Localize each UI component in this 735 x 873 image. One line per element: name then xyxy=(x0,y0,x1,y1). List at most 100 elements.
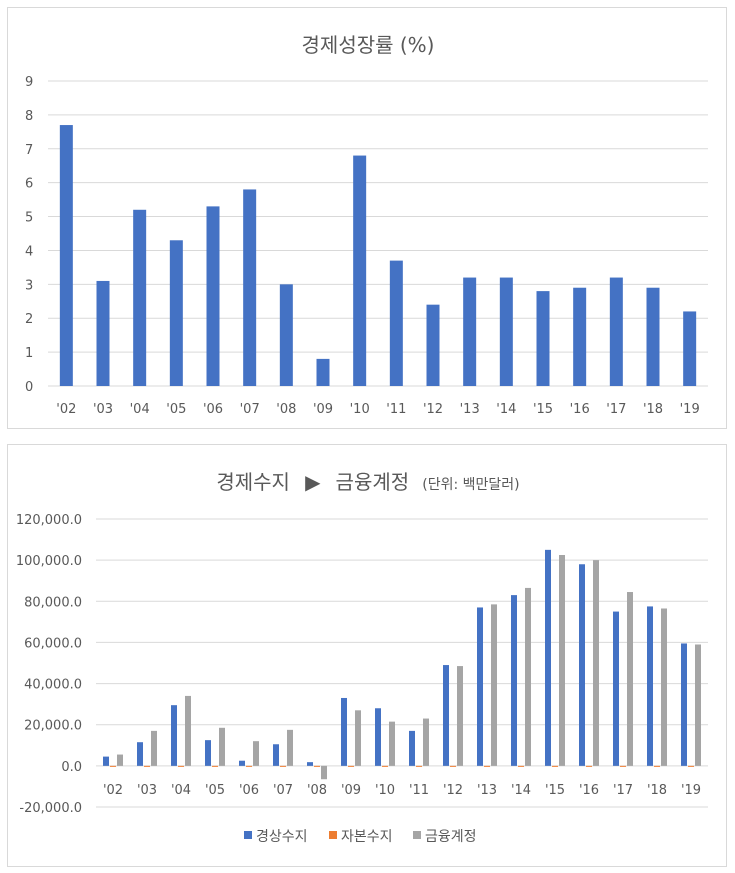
bar xyxy=(457,666,463,766)
bar xyxy=(103,756,109,766)
bar xyxy=(426,304,440,386)
bar xyxy=(137,742,143,766)
legend-swatch xyxy=(329,831,337,839)
growth-rate-chart: 0 1 2 3 4 5 6 7 8 9 '02 '03 '04 '05 '06 '07 '08 '09 '10 '1… xyxy=(25,33,708,417)
bar xyxy=(185,695,191,766)
x-tick-label: '08 xyxy=(307,783,327,798)
x-tick-label: '06 xyxy=(203,402,223,417)
y-tick-label: 20,000.0 xyxy=(24,719,82,734)
bar xyxy=(559,555,565,766)
bar xyxy=(389,721,395,766)
bar xyxy=(133,209,147,386)
bar xyxy=(144,765,150,767)
x-tick-label: '03 xyxy=(137,783,157,798)
bar xyxy=(96,280,110,386)
x-tick-label: '15 xyxy=(545,783,565,798)
x-tick-label: '11 xyxy=(386,402,406,417)
x-tick-label: '12 xyxy=(423,402,443,417)
x-tick-label: '18 xyxy=(643,402,663,417)
bar xyxy=(246,765,252,767)
x-tick-label: '13 xyxy=(460,402,480,417)
y-tick-label: 8 xyxy=(25,109,33,124)
y-tick-label: 4 xyxy=(25,244,33,259)
x-tick-label: '15 xyxy=(533,402,553,417)
bar xyxy=(110,765,116,767)
bar xyxy=(646,287,660,386)
x-tick-label: '14 xyxy=(511,783,531,798)
y-tick-label: 9 xyxy=(25,75,33,90)
bar xyxy=(654,765,660,767)
bar xyxy=(382,765,388,767)
x-tick-label: '13 xyxy=(477,783,497,798)
legend-swatch xyxy=(244,831,252,839)
bar xyxy=(273,744,279,766)
legend-label: 자본수지 xyxy=(341,829,393,845)
y-tick-label: 120,000.0 xyxy=(16,513,82,528)
bar xyxy=(573,287,587,386)
growth-rate-chart-panel: 0 1 2 3 4 5 6 7 8 9 '02 '03 '04 '05 '06 '07 '08 '09 '10 '1… xyxy=(7,7,727,429)
x-tick-label: '14 xyxy=(496,402,516,417)
bar xyxy=(683,311,697,386)
y-tick-label: 5 xyxy=(25,211,33,226)
bar xyxy=(169,240,183,386)
x-tick-label: '16 xyxy=(570,402,590,417)
bar xyxy=(375,708,381,766)
x-tick-label: '02 xyxy=(103,783,123,798)
bar xyxy=(117,754,123,766)
bar xyxy=(536,291,550,386)
bar xyxy=(477,607,483,766)
bar xyxy=(287,729,293,766)
bar xyxy=(688,765,694,767)
x-tick-label: '11 xyxy=(409,783,429,798)
bar xyxy=(627,592,633,766)
bar xyxy=(279,284,293,386)
x-tick-label: '09 xyxy=(341,783,361,798)
bar xyxy=(443,665,449,766)
bar xyxy=(518,765,524,767)
x-tick-label: '07 xyxy=(273,783,293,798)
y-tick-label: 40,000.0 xyxy=(24,678,82,693)
y-tick-label: 60,000.0 xyxy=(24,636,82,651)
x-tick-label: '17 xyxy=(606,402,626,417)
bar xyxy=(511,595,517,766)
x-tick-label: '05 xyxy=(166,402,186,417)
title-part1: 경제수지 xyxy=(216,470,290,494)
x-tick-label: '19 xyxy=(681,783,701,798)
y-tick-label: 3 xyxy=(25,278,33,293)
bar xyxy=(416,765,422,767)
bar xyxy=(206,206,220,386)
bar xyxy=(620,765,626,767)
title-unit: (단위: 백만달러) xyxy=(422,477,519,493)
bar xyxy=(409,730,415,766)
bar xyxy=(579,564,585,766)
bar xyxy=(499,277,513,386)
x-tick-label: '02 xyxy=(56,402,76,417)
current-account-chart: -20,000.0 0.0 20,000.0 40,000.0 60,000.0 80,0… xyxy=(16,470,708,845)
bar xyxy=(219,727,225,766)
x-tick-label: '06 xyxy=(239,783,259,798)
bar xyxy=(586,765,592,767)
bar xyxy=(463,277,477,386)
x-tick-label: '16 xyxy=(579,783,599,798)
bar xyxy=(212,765,218,767)
y-tick-label: 100,000.0 xyxy=(16,554,82,569)
x-tick-label: '08 xyxy=(276,402,296,417)
x-tick-label: '05 xyxy=(205,783,225,798)
bar xyxy=(647,606,653,766)
x-tick-label: '07 xyxy=(240,402,260,417)
x-tick-label: '17 xyxy=(613,783,633,798)
x-tick-label: '10 xyxy=(350,402,370,417)
y-tick-label: 1 xyxy=(25,346,33,361)
bar xyxy=(316,358,330,386)
chart-title: 경제수지 ▶ 금융계정 (단위: 백만달러) xyxy=(216,470,519,494)
bar xyxy=(353,155,367,386)
legend-label: 경상수지 xyxy=(256,829,308,845)
title-part2: 금융계정 xyxy=(336,470,410,494)
bar xyxy=(307,762,313,766)
bar xyxy=(450,765,456,767)
bar xyxy=(491,604,497,766)
bar xyxy=(151,730,157,766)
bar xyxy=(545,549,551,766)
bar xyxy=(355,710,361,766)
x-tick-label: '04 xyxy=(171,783,191,798)
